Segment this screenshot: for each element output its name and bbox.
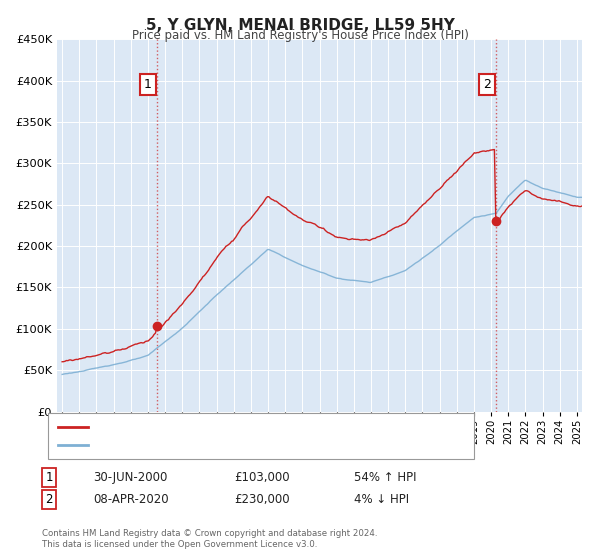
Text: Price paid vs. HM Land Registry's House Price Index (HPI): Price paid vs. HM Land Registry's House … <box>131 29 469 42</box>
Text: 30-JUN-2000: 30-JUN-2000 <box>93 470 167 484</box>
Text: 1: 1 <box>46 470 53 484</box>
Text: HPI: Average price, detached house, Isle of Anglesey: HPI: Average price, detached house, Isle… <box>95 440 384 450</box>
Text: This data is licensed under the Open Government Licence v3.0.: This data is licensed under the Open Gov… <box>42 540 317 549</box>
Text: 5, Y GLYN, MENAI BRIDGE, LL59 5HY (detached house): 5, Y GLYN, MENAI BRIDGE, LL59 5HY (detac… <box>95 422 392 432</box>
Text: 4% ↓ HPI: 4% ↓ HPI <box>354 493 409 506</box>
Text: Contains HM Land Registry data © Crown copyright and database right 2024.: Contains HM Land Registry data © Crown c… <box>42 529 377 538</box>
Text: 2: 2 <box>483 78 491 91</box>
Text: 5, Y GLYN, MENAI BRIDGE, LL59 5HY: 5, Y GLYN, MENAI BRIDGE, LL59 5HY <box>146 18 454 33</box>
Text: £103,000: £103,000 <box>234 470 290 484</box>
Text: 1: 1 <box>144 78 152 91</box>
Text: £230,000: £230,000 <box>234 493 290 506</box>
Text: 08-APR-2020: 08-APR-2020 <box>93 493 169 506</box>
Text: 54% ↑ HPI: 54% ↑ HPI <box>354 470 416 484</box>
Text: 2: 2 <box>46 493 53 506</box>
